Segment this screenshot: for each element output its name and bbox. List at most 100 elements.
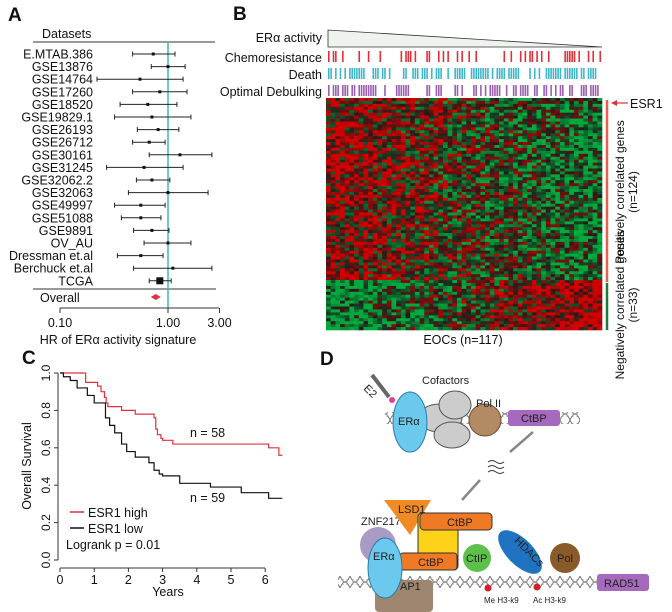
heatmap-cell xyxy=(414,300,420,304)
track-tick xyxy=(454,68,456,79)
heatmap-cell xyxy=(587,283,593,287)
track-tick xyxy=(594,85,597,96)
x-tick-label: 1.00 xyxy=(156,316,180,330)
heatmap-cell xyxy=(391,268,397,272)
heatmap-cell xyxy=(372,109,378,113)
heatmap-cell xyxy=(522,130,528,134)
heatmap-cell xyxy=(400,159,406,163)
heatmap-cell xyxy=(564,194,570,199)
heatmap-cell xyxy=(386,244,392,249)
heatmap-cell xyxy=(428,212,434,216)
heatmap-cell xyxy=(410,253,416,257)
heatmap-cell xyxy=(475,291,481,296)
heatmap-cell xyxy=(344,303,350,307)
heatmap-cell xyxy=(382,218,388,222)
heatmap-cell xyxy=(391,300,397,304)
heatmap-cell xyxy=(349,153,355,158)
track-tick xyxy=(480,85,482,96)
heatmap-cell xyxy=(433,115,439,119)
heatmap-cell xyxy=(391,197,397,202)
heatmap-cell xyxy=(442,271,448,275)
heatmap-cell xyxy=(386,180,392,184)
heatmap-cell xyxy=(471,268,476,272)
heatmap-cell xyxy=(503,156,509,160)
heatmap-cell xyxy=(419,112,425,116)
track-tick xyxy=(536,85,538,96)
heatmap-cell xyxy=(414,112,420,116)
heatmap-cell xyxy=(340,124,346,128)
heatmap-cell xyxy=(531,183,537,187)
heatmap-cell xyxy=(377,253,383,257)
heatmap-cell xyxy=(503,165,509,169)
heatmap-cell xyxy=(340,247,346,252)
heatmap-cell xyxy=(513,241,519,246)
heatmap-cell xyxy=(428,297,434,301)
heatmap-cell xyxy=(508,297,514,301)
heatmap-cell xyxy=(597,268,603,272)
heatmap-cell xyxy=(414,224,420,228)
heatmap-cell xyxy=(428,230,434,234)
heatmap-cell xyxy=(522,144,528,149)
heatmap-cell xyxy=(536,177,542,181)
heatmap-cell xyxy=(522,168,528,172)
heatmap-cell xyxy=(480,324,486,328)
heatmap-cell xyxy=(396,312,402,316)
heatmap-cell xyxy=(527,285,533,290)
heatmap-cell xyxy=(531,139,537,143)
heatmap-cell xyxy=(344,306,350,310)
heatmap-cell xyxy=(438,309,444,313)
heatmap-cell xyxy=(428,127,434,131)
heatmap-cell xyxy=(363,150,369,155)
heatmap-cell xyxy=(508,224,514,228)
heatmap-cell xyxy=(326,180,331,184)
heatmap-cell xyxy=(527,197,533,202)
heatmap-cell xyxy=(424,177,430,181)
heatmap-cell xyxy=(531,280,537,284)
heatmap-cell xyxy=(573,139,579,143)
heatmap-cell xyxy=(368,244,374,249)
heatmap-cell xyxy=(508,250,514,254)
heatmap-cell xyxy=(419,241,425,246)
heatmap-cell xyxy=(452,147,458,152)
heatmap-cell xyxy=(410,327,416,331)
hr-point xyxy=(166,241,170,245)
heatmap-cell xyxy=(326,259,331,263)
heatmap-cell xyxy=(475,153,481,158)
heatmap-cell xyxy=(326,244,331,249)
track-tick xyxy=(557,68,559,79)
heatmap-cell xyxy=(583,115,589,119)
heatmap-cell xyxy=(578,268,584,272)
heatmap-cell xyxy=(508,174,514,178)
heatmap-cell xyxy=(466,265,472,269)
heatmap-cell xyxy=(442,98,448,102)
heatmap-cell xyxy=(428,144,434,149)
heatmap-cell xyxy=(377,312,383,316)
heatmap-cell xyxy=(386,206,392,210)
heatmap-cell xyxy=(405,121,411,125)
heatmap-cell xyxy=(461,318,467,322)
heatmap-cell xyxy=(452,315,458,319)
heatmap-cell xyxy=(442,303,448,307)
heatmap-cell xyxy=(382,168,388,172)
heatmap-cell xyxy=(592,283,598,287)
heatmap-cell xyxy=(545,280,551,284)
heatmap-cell xyxy=(597,142,603,146)
heatmap-cell xyxy=(372,197,378,202)
heatmap-cell xyxy=(573,297,579,301)
heatmap-cell xyxy=(442,171,448,175)
heatmap-cell xyxy=(522,306,528,310)
heatmap-cell xyxy=(428,241,434,246)
heatmap-cell xyxy=(494,233,500,237)
heatmap-cell xyxy=(424,288,430,293)
heatmap-cell xyxy=(536,118,542,122)
heatmap-cell xyxy=(531,300,537,304)
heatmap-cell xyxy=(583,203,589,207)
heatmap-cell xyxy=(541,206,547,210)
heatmap-cell xyxy=(494,224,500,228)
heatmap-cell xyxy=(442,115,448,119)
heatmap-cell xyxy=(400,300,406,304)
heatmap-cell xyxy=(442,183,448,187)
heatmap-cell xyxy=(499,130,505,134)
heatmap-cell xyxy=(587,253,593,257)
heatmap-cell xyxy=(541,106,547,111)
